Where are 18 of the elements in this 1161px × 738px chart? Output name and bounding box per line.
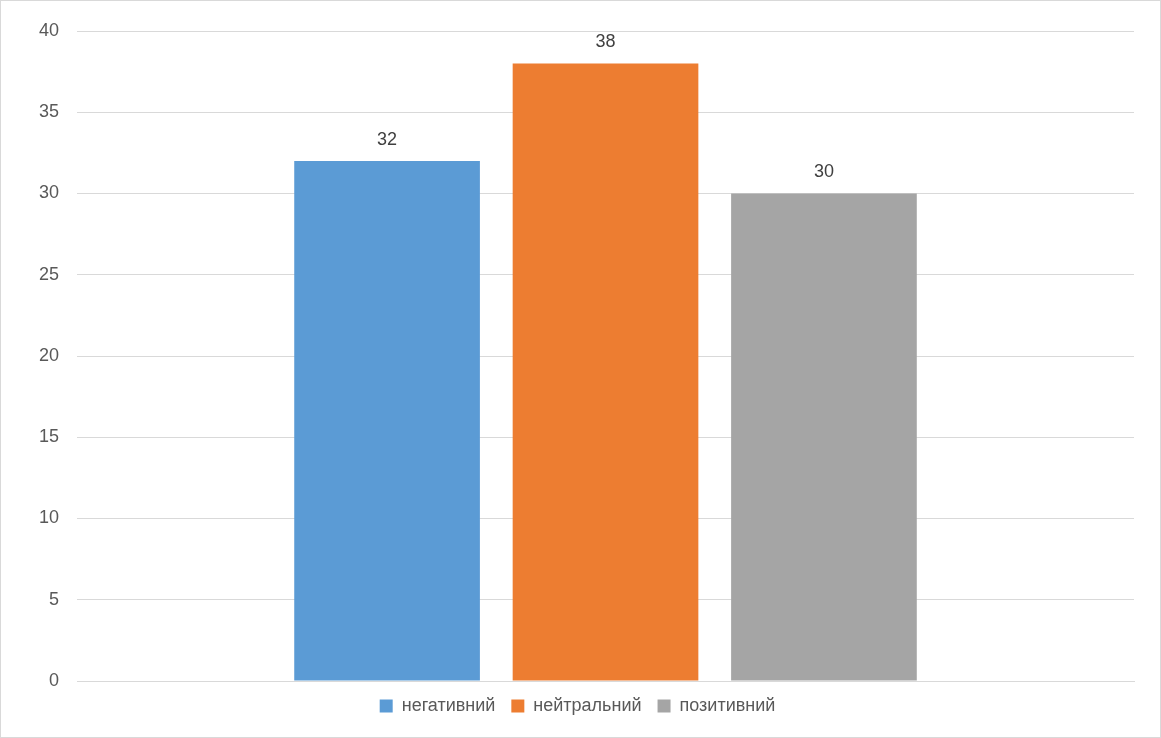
y-tick-label: 10 [38, 507, 60, 528]
legend-label: нейтральний [533, 694, 642, 715]
y-tick-label: 25 [38, 263, 60, 284]
bar [731, 193, 917, 681]
y-tick-label: 40 [38, 19, 60, 40]
data-label: 32 [377, 128, 398, 149]
y-tick-label: 15 [38, 426, 60, 447]
legend-label: негативний [401, 694, 496, 715]
data-label: 30 [813, 161, 834, 182]
y-tick-label: 5 [49, 588, 60, 609]
y-tick-label: 35 [38, 101, 60, 122]
y-tick-label: 30 [38, 182, 60, 203]
bar [512, 63, 699, 681]
y-tick-label: 0 [49, 669, 60, 690]
y-tick-label: 20 [38, 344, 60, 365]
legend-label: позитивний [679, 694, 776, 715]
data-label: 38 [595, 31, 616, 52]
bar [294, 161, 480, 681]
